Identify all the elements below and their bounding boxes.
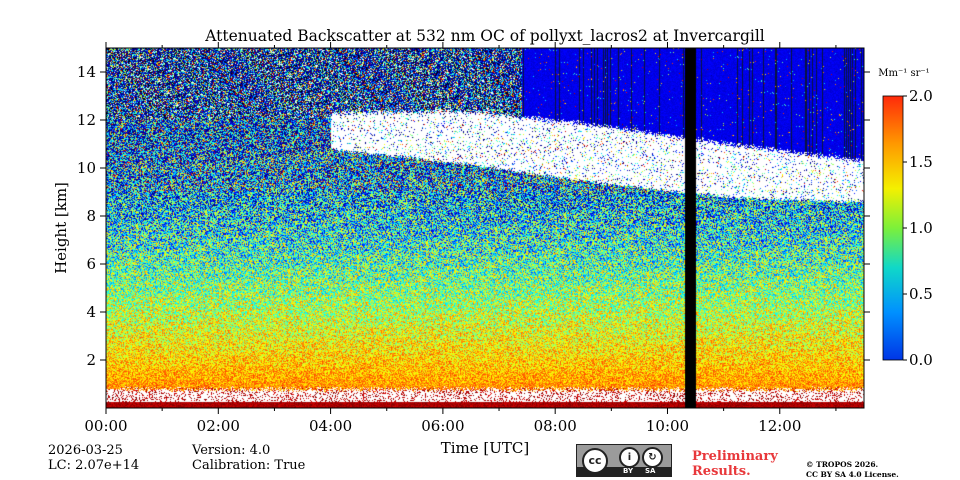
colorbar-tick-label: 0.0 [909, 351, 933, 369]
share-alike-icon: ↻ [642, 447, 663, 468]
colorbar-tick-label: 1.0 [909, 219, 933, 237]
y-tick-label: 6 [86, 255, 96, 273]
badge-by-label: BY [623, 467, 634, 475]
chart-title: Attenuated Backscatter at 532 nm OC of p… [204, 27, 765, 45]
preliminary-line2: Results. [692, 464, 751, 479]
x-tick-label: 10:00 [646, 417, 689, 435]
y-tick-label: 12 [77, 111, 96, 129]
plot-area [106, 48, 864, 408]
x-tick-label: 12:00 [758, 417, 801, 435]
colorbar-unit-label: Mm⁻¹ sr⁻¹ [878, 68, 929, 79]
backscatter-heatmap [106, 48, 864, 408]
footer-date: 2026-03-25 [48, 443, 123, 458]
x-axis: 00:00 02:00 04:00 06:00 08:00 10:00 12:00 [84, 42, 837, 435]
y-axis-label: Height [km] [52, 182, 70, 274]
copyright-notice: © TROPOS 2026. CC BY SA 4.0 License. [806, 460, 899, 480]
plot-frame [105, 47, 865, 409]
colorbar-tick-label: 1.5 [909, 153, 933, 171]
copyright-line2: CC BY SA 4.0 License. [806, 470, 899, 479]
y-tick-label: 2 [86, 351, 96, 369]
footer-meta-left: 2026-03-25 LC: 2.07e+14 [48, 443, 139, 473]
y-tick-label: 14 [77, 63, 96, 81]
colorbar-ticks: 0.0 0.5 1.0 1.5 2.0 [903, 87, 933, 369]
badge-sa-label: SA [645, 467, 656, 475]
cc-icon: cc [582, 448, 608, 474]
preliminary-notice: Preliminary Results. [692, 449, 778, 479]
colorbar-tick-label: 2.0 [909, 87, 933, 105]
x-axis-label: Time [UTC] [441, 439, 530, 457]
y-tick-label: 8 [86, 207, 96, 225]
x-tick-label: 02:00 [197, 417, 240, 435]
x-tick-label: 00:00 [84, 417, 127, 435]
y-axis: 2 4 6 8 10 12 14 [77, 63, 870, 369]
footer-meta-mid: Version: 4.0 Calibration: True [192, 443, 305, 473]
preliminary-line1: Preliminary [692, 449, 778, 464]
x-tick-label: 04:00 [309, 417, 352, 435]
x-tick-label: 06:00 [421, 417, 464, 435]
cc-license-badge[interactable]: cc i ↻ BY SA [576, 444, 672, 477]
colorbar-tick-label: 0.5 [909, 285, 933, 303]
footer-version: Version: 4.0 [192, 443, 271, 458]
colorbar [882, 95, 904, 361]
footer-calibration: Calibration: True [192, 458, 306, 473]
y-tick-label: 4 [86, 303, 96, 321]
x-tick-label: 08:00 [534, 417, 577, 435]
footer-lc: LC: 2.07e+14 [48, 458, 140, 473]
y-tick-label: 10 [77, 159, 96, 177]
copyright-line1: © TROPOS 2026. [806, 460, 879, 469]
person-icon: i [619, 447, 640, 468]
